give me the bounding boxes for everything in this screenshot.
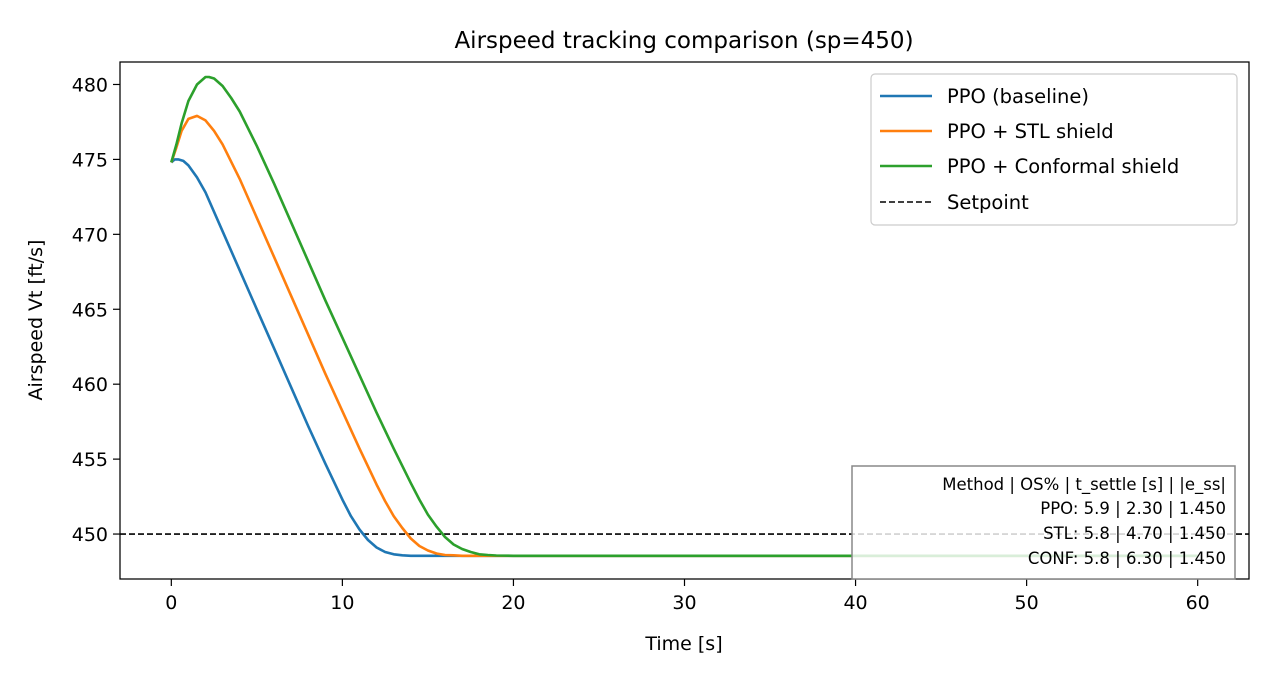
y-axis-label: Airspeed Vt [ft/s] [25,240,47,401]
y-tick-label: 480 [72,74,108,96]
x-tick-label: 20 [501,592,525,614]
y-tick-label: 455 [72,449,108,471]
x-axis-ticks: 0 10 20 30 40 50 60 [165,579,1210,614]
legend-frame [870,73,1238,226]
x-axis-label: Time [s] [644,633,722,655]
legend-label-ppo: PPO (baseline) [947,85,1089,108]
y-tick-label: 475 [72,149,108,171]
x-tick-label: 0 [165,592,177,614]
legend-label-stl: PPO + STL shield [947,120,1114,143]
chart-title: Airspeed tracking comparison (sp=450) [454,28,913,54]
stats-row-stl: STL: 5.8 | 4.70 | 1.450 [1043,524,1226,543]
x-tick-label: 50 [1015,592,1039,614]
legend-label-setpoint: Setpoint [947,191,1029,214]
legend: PPO (baseline) PPO + STL shield PPO + Co… [870,73,1238,226]
x-tick-label: 40 [843,592,867,614]
stats-header: Method | OS% | t_settle [s] | |e_ss| [942,475,1226,495]
x-tick-label: 10 [330,592,354,614]
stats-row-conf: CONF: 5.8 | 6.30 | 1.450 [1028,549,1226,568]
stats-box: Method | OS% | t_settle [s] | |e_ss| PPO… [851,465,1236,580]
series-line-conformal [170,75,1198,558]
y-tick-label: 450 [72,524,108,546]
x-tick-label: 60 [1186,592,1210,614]
stats-row-ppo: PPO: 5.9 | 2.30 | 1.450 [1040,499,1226,518]
y-axis-ticks: 450 455 460 465 470 475 480 [72,74,120,546]
y-tick-label: 460 [72,374,108,396]
series-line-stl [170,114,1198,558]
stats-box-frame [851,465,1236,580]
y-tick-label: 465 [72,299,108,321]
plot-frame [119,61,1250,580]
x-tick-label: 30 [672,592,696,614]
legend-label-conformal: PPO + Conformal shield [947,155,1179,178]
y-tick-label: 470 [72,224,108,246]
